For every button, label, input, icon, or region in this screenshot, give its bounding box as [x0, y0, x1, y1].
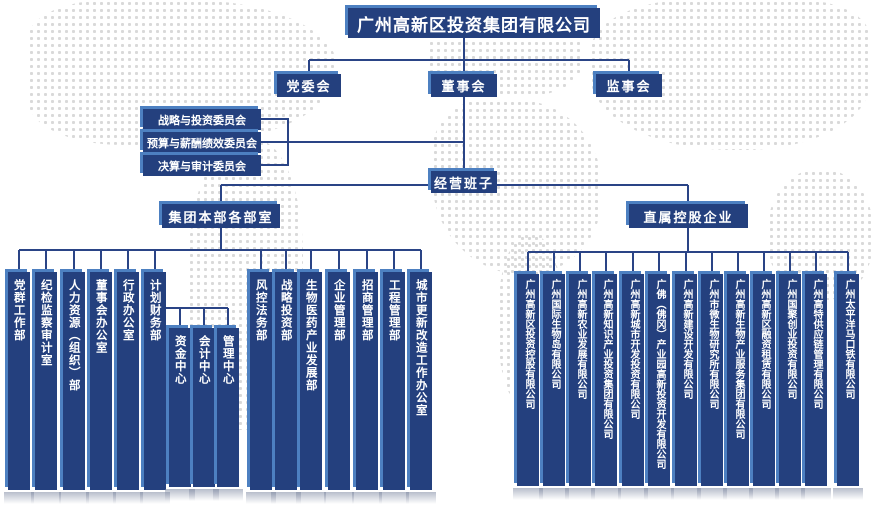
company-label: 广州高新区融资租赁有限公司	[759, 279, 770, 409]
department-column: 工程管理部	[379, 272, 409, 504]
company-label: 广州高新区投资控股有限公司	[523, 279, 534, 409]
company-label: 广州高新农业发展有限公司	[575, 279, 586, 399]
company-column: 广州国际生物岛有限公司	[539, 274, 569, 500]
company-label: 广州国聚创业投资有限公司	[785, 279, 796, 399]
company-column: 广州高特供应链管理有限公司	[801, 274, 831, 500]
department-label: 城市更新改造工作办公室	[414, 279, 429, 417]
department-column: 纪检监察审计室	[31, 272, 61, 504]
department-label: 计划财务部	[148, 279, 163, 342]
company-column: 广州高新生物产业服务集团有限公司	[723, 274, 753, 500]
finance-center-label: 管理中心	[221, 335, 236, 385]
company-label: 广佛（佛冈）产业园高新投资开发有限公司	[654, 279, 665, 469]
finance-center-column: 管理中心	[213, 328, 243, 501]
holding-enterprises-header: 直属控股企业	[629, 204, 748, 228]
finance-center-column: 资金中心	[165, 328, 195, 501]
company-label: 广州市微生物研究所有限公司	[707, 279, 718, 409]
department-column: 风控法务部	[246, 272, 276, 504]
finance-center-label: 会计中心	[197, 335, 212, 385]
company-column: 广州太平洋马口铁有限公司	[833, 274, 863, 500]
department-label: 行政办公室	[121, 279, 136, 342]
company-column: 广州高新农业发展有限公司	[565, 274, 595, 500]
company-label: 广州国际生物岛有限公司	[549, 279, 560, 389]
company-label: 广州高特供应链管理有限公司	[811, 279, 822, 409]
company-column: 广州高新建设开发有限公司	[671, 274, 701, 500]
department-label: 战略投资部	[279, 279, 294, 342]
company-label: 广州高新建设开发有限公司	[681, 279, 692, 399]
finance-center-column: 会计中心	[189, 328, 219, 501]
company-column: 广州高新城市开发投资有限公司	[618, 274, 648, 500]
root-company-box: 广州高新区投资集团有限公司	[348, 8, 600, 38]
department-column: 生物医药产业发展部	[296, 272, 326, 504]
board-of-directors-box: 董事会	[431, 74, 497, 97]
department-column: 行政办公室	[113, 272, 143, 504]
department-column: 董事会办公室	[86, 272, 116, 504]
finance-center-label: 资金中心	[173, 335, 188, 385]
department-column: 人力资源（组织）部	[59, 272, 89, 504]
department-label: 招商管理部	[360, 279, 375, 342]
strategy-investment-committee-box: 战略与投资委员会	[143, 109, 261, 130]
department-label: 生物医药产业发展部	[304, 279, 319, 392]
department-label: 工程管理部	[387, 279, 402, 342]
department-label: 企业管理部	[332, 279, 347, 342]
department-column: 招商管理部	[352, 272, 382, 504]
company-label: 广州太平洋马口铁有限公司	[843, 279, 854, 399]
budget-compensation-committee-box: 预算与薪酬绩效委员会	[143, 132, 261, 153]
party-committee-box: 党委会	[277, 74, 341, 97]
company-column: 广州高新区融资租赁有限公司	[749, 274, 779, 500]
company-label: 广州高新知识产业投资集团有限公司	[601, 279, 612, 439]
department-label: 董事会办公室	[94, 279, 109, 354]
department-label: 风控法务部	[254, 279, 269, 342]
headquarters-departments-header: 集团本部各部室	[162, 204, 280, 228]
company-label: 广州高新生物产业服务集团有限公司	[733, 279, 744, 439]
audit-committee-box: 决算与审计委员会	[143, 155, 261, 176]
department-column: 战略投资部	[271, 272, 301, 504]
department-label: 纪检监察审计室	[39, 279, 54, 367]
company-column: 广州高新区投资控股有限公司	[513, 274, 543, 500]
company-column: 广佛（佛冈）产业园高新投资开发有限公司	[644, 274, 674, 500]
management-team-box: 经营班子	[431, 171, 497, 193]
company-column: 广州市微生物研究所有限公司	[697, 274, 727, 500]
department-label: 人力资源（组织）部	[67, 279, 82, 392]
department-column: 计划财务部	[140, 272, 170, 504]
department-column: 企业管理部	[324, 272, 354, 504]
company-column: 广州高新知识产业投资集团有限公司	[591, 274, 621, 500]
company-column: 广州国聚创业投资有限公司	[775, 274, 805, 500]
department-column: 城市更新改造工作办公室	[406, 272, 436, 504]
department-column: 党群工作部	[4, 272, 34, 504]
supervisory-board-box: 监事会	[596, 74, 662, 97]
department-label: 党群工作部	[12, 279, 27, 342]
company-label: 广州高新城市开发投资有限公司	[628, 279, 639, 419]
